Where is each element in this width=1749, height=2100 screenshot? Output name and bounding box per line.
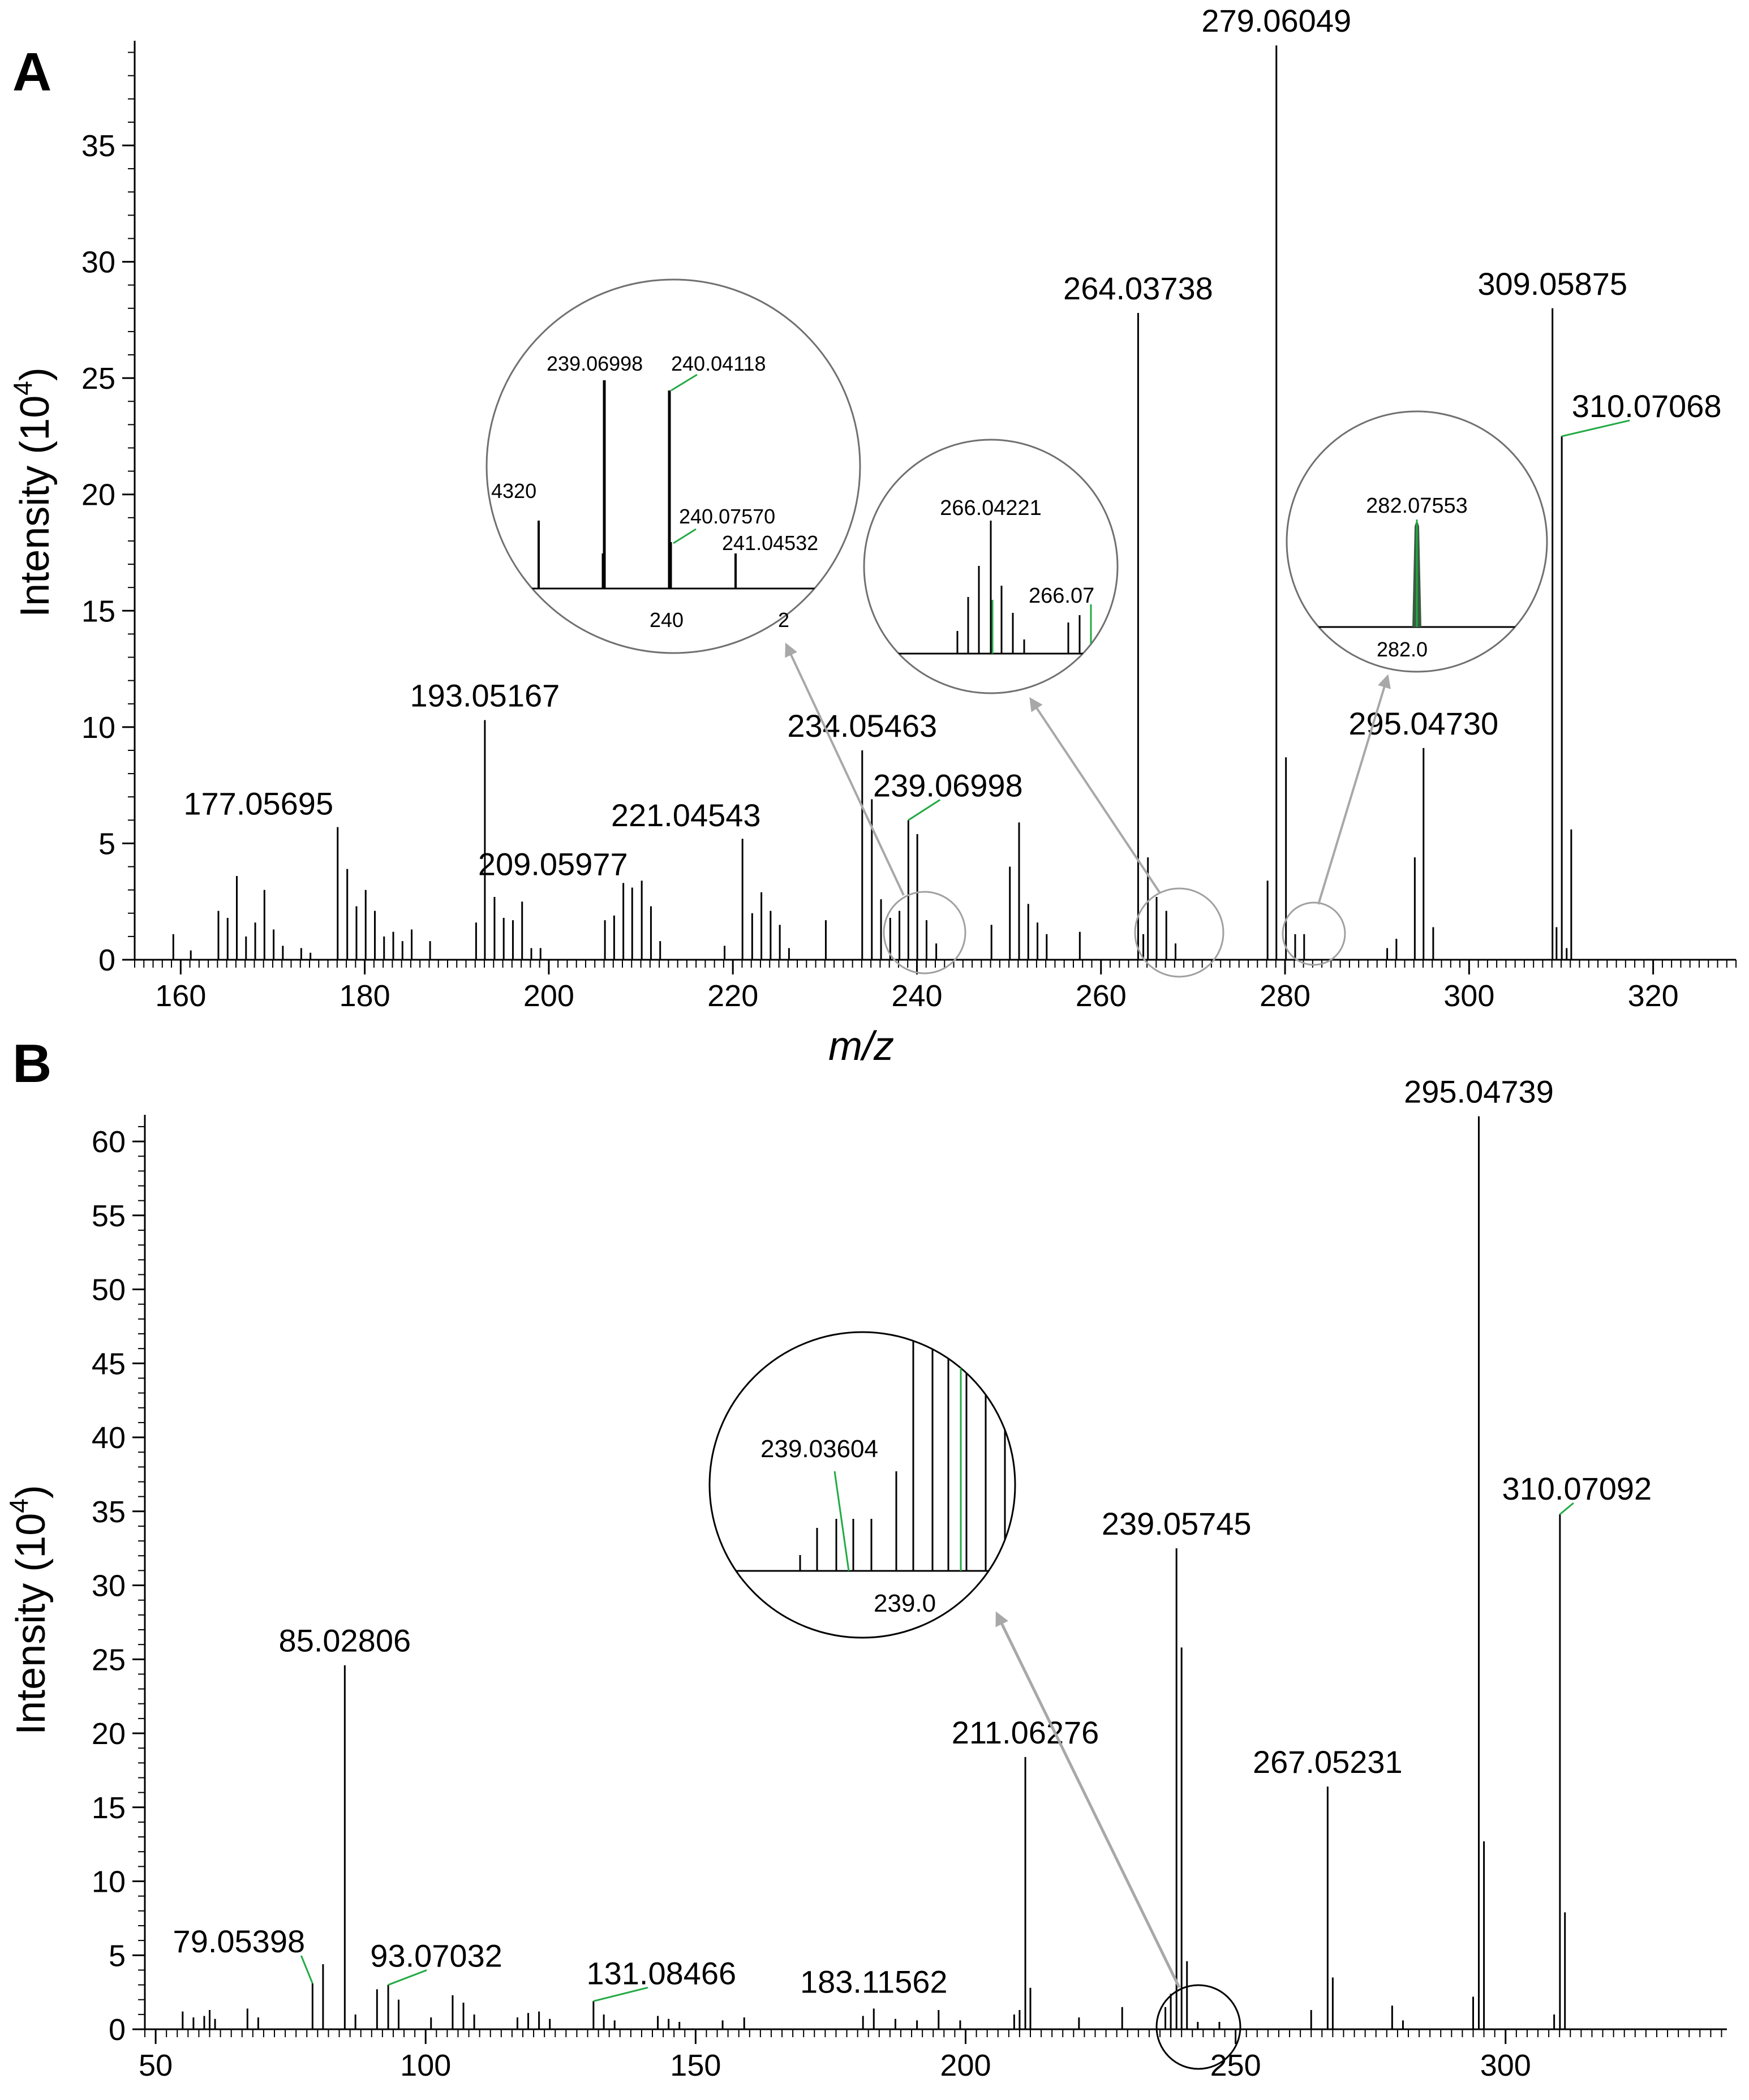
b-peak-label: 131.08466 [586, 1955, 736, 1991]
a-x-tick-label: 300 [1443, 979, 1494, 1013]
b-label-leader [593, 1986, 648, 2002]
b-peak-label: 310.07092 [1502, 1471, 1652, 1506]
b-y-tick-label: 40 [92, 1421, 126, 1455]
b-peak-label: 295.04739 [1404, 1074, 1554, 1110]
a-peak-label: 193.05167 [410, 678, 560, 714]
zoom-source-282 [1282, 901, 1346, 966]
a-label-leader [1561, 419, 1630, 437]
inset-b1-axis-239: 239.0 [874, 1590, 936, 1617]
a-y-tick-label: 10 [81, 711, 115, 745]
inset-a1-axis-2: 2 [778, 608, 789, 632]
a-y-tick-label: 35 [81, 129, 115, 163]
a-peak-label: 234.05463 [787, 708, 937, 744]
a-y-tick-label: 20 [81, 478, 115, 512]
b-label-leader [300, 1955, 313, 1984]
a-y-tick-label: 5 [98, 827, 115, 861]
zoom-arrows [785, 642, 1391, 2070]
panel-a-y-axis-title: Intensity (104) [8, 367, 58, 617]
a-peak-label: 309.05875 [1477, 266, 1627, 302]
panel-b-y-axis-title: Intensity (104) [4, 1485, 54, 1735]
a-x-tick-label: 320 [1628, 979, 1679, 1013]
a-x-tick-label: 220 [707, 979, 758, 1013]
b-y-tick-label: 60 [92, 1125, 126, 1159]
b-y-tick-label: 0 [109, 2013, 126, 2047]
panel-a-axes: 0 5 10 15 20 25 30 35 160 180 200 220 240 260 280 300 32… [81, 41, 1737, 1013]
b-peak-label: 93.07032 [370, 1938, 502, 1974]
panel-a-peak-labels: 177.05695 193.05167 209.05977 221.04543 234.… [183, 3, 1721, 882]
b-y-tick-label: 15 [92, 1791, 126, 1825]
inset-a1-label-4320: 4320 [491, 479, 536, 503]
b-x-tick-label: 100 [400, 2049, 451, 2082]
a-y-tick-label: 0 [98, 943, 115, 977]
b-peak-label: 267.05231 [1253, 1744, 1403, 1780]
panel-label-a: A [12, 42, 51, 102]
a-x-tick-label: 260 [1076, 979, 1127, 1013]
a-x-tick-label: 160 [155, 979, 206, 1013]
inset-a1-label-240-04118: 240.04118 [671, 352, 766, 375]
panel-a-x-axis-title: m/z [828, 1024, 894, 1069]
a-label-leader [908, 799, 941, 821]
b-peak-label: 183.11562 [800, 1964, 948, 1999]
inset-a1-label-240-07570: 240.07570 [679, 505, 775, 528]
a-peak-label: 239.06998 [873, 767, 1023, 803]
inset-b1-label-239-03604: 239.03604 [760, 1435, 878, 1463]
b-y-tick-label: 30 [92, 1569, 126, 1603]
a-peak-label: 295.04730 [1348, 706, 1498, 741]
a-x-tick-label: 180 [340, 979, 390, 1013]
panel-a-zoom-inset-282: 282.07553 282.0 [1286, 410, 1548, 673]
panel-b-axes: 0 5 10 15 20 25 30 35 40 45 50 55 60 50 100 150 200 250 30… [92, 1115, 1727, 2082]
b-label-leader [1559, 1502, 1574, 1515]
inset-a1-axis-240: 240 [650, 608, 684, 632]
inset-a1-label-241-04532: 241.04532 [722, 531, 818, 555]
b-peak-label: 211.06276 [952, 1715, 1099, 1750]
panel-b-zoom-inset-239: 239.03604 239.0 [708, 1331, 1016, 1639]
b-peak-label: 85.02806 [279, 1623, 411, 1659]
b-y-tick-label: 25 [92, 1643, 126, 1677]
b-x-tick-label: 50 [139, 2049, 173, 2082]
panel-b-peak-labels: 79.05398 85.02806 93.07032 131.08466 183.115… [173, 1074, 1652, 2002]
a-peak-label: 209.05977 [478, 847, 628, 882]
b-x-tick-label: 200 [940, 2049, 991, 2082]
b-peak-label: 239.05745 [1102, 1506, 1252, 1541]
a-x-tick-label: 280 [1260, 979, 1310, 1013]
panel-a-zoom-inset-240: 4320 239.06998 240.04118 240.07570 241.0… [485, 278, 861, 654]
panel-a-peaks [172, 45, 1572, 960]
b-x-tick-label: 250 [1210, 2049, 1261, 2082]
panel-a-zoom-inset-266: 266.04221 266.07 [863, 439, 1119, 694]
panel-label-b: B [12, 1033, 51, 1094]
b-y-tick-label: 55 [92, 1199, 126, 1233]
zoom-source-266 [1134, 887, 1224, 978]
inset-a2-label-266-07: 266.07 [1029, 584, 1094, 608]
b-peak-label: 79.05398 [173, 1923, 306, 1959]
a-peak-label: 279.06049 [1201, 3, 1351, 38]
a-x-tick-label: 240 [891, 979, 942, 1013]
b-y-tick-label: 35 [92, 1495, 126, 1529]
a-peak-label: 221.04543 [611, 797, 761, 833]
a-y-tick-label: 15 [81, 594, 115, 628]
inset-a1-label-239-06998: 239.06998 [547, 352, 643, 375]
a-y-tick-label: 30 [81, 246, 115, 280]
b-label-leader [388, 1969, 427, 1986]
b-x-tick-label: 150 [670, 2049, 721, 2082]
a-peak-label: 264.03738 [1063, 270, 1213, 306]
panel-b-peaks [182, 1116, 1566, 2029]
b-y-tick-label: 45 [92, 1347, 126, 1381]
b-y-tick-label: 10 [92, 1865, 126, 1899]
a-y-tick-label: 25 [81, 362, 115, 396]
inset-a3-axis-282-0: 282.0 [1377, 638, 1428, 661]
b-y-tick-label: 50 [92, 1273, 126, 1307]
zoom-source-240 [883, 891, 966, 974]
b-y-tick-label: 5 [109, 1939, 126, 1973]
inset-a3-label-282-07553: 282.07553 [1366, 494, 1468, 518]
b-x-tick-label: 300 [1480, 2049, 1531, 2082]
zoom-source-b-239 [1155, 1984, 1241, 2070]
a-x-tick-label: 200 [523, 979, 574, 1013]
a-peak-label: 177.05695 [183, 786, 333, 822]
a-peak-label: 310.07068 [1572, 388, 1722, 424]
inset-a2-label-266-04221: 266.04221 [940, 496, 1042, 520]
b-y-tick-label: 20 [92, 1717, 126, 1751]
